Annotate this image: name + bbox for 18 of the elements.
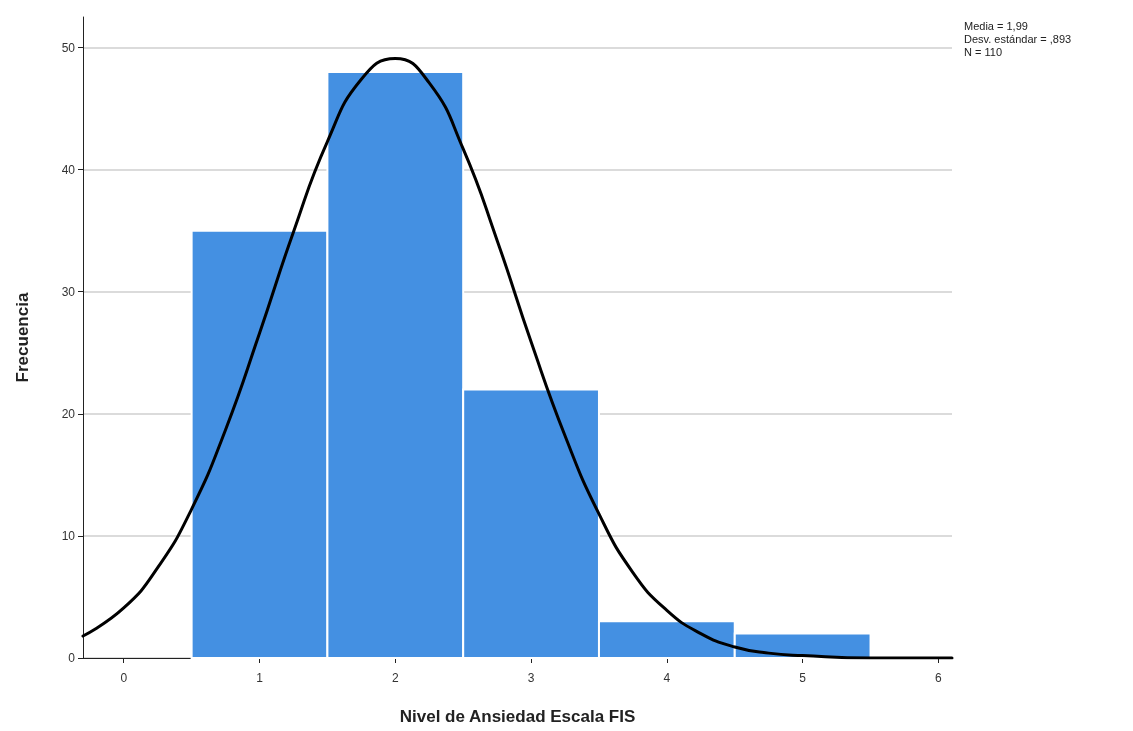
y-tick-label: 50 [61, 40, 76, 55]
x-tick-label: 0 [120, 671, 128, 685]
text: N = 110 [964, 45, 1003, 58]
x-tick-label: 1 [256, 671, 264, 685]
x-tick-label: 6 [935, 671, 943, 685]
y-tick-label: 0 [68, 651, 76, 665]
x-tick-label: 5 [799, 671, 807, 685]
y-tick-label: 10 [61, 528, 76, 543]
y-tick-label: 40 [61, 162, 76, 177]
text: Media = 1,99 [964, 19, 1028, 32]
y-tick-label: 30 [61, 284, 76, 299]
x-axis-title: Nivel de Ansiedad Escala FIS [399, 707, 636, 726]
y-axis-title: Frecuencia [13, 292, 32, 383]
x-tick-label: 4 [663, 671, 671, 685]
x-tick-label: 2 [391, 671, 399, 685]
text: Desv. estándar = ,893 [964, 32, 1072, 45]
x-tick-label: 3 [527, 671, 535, 685]
y-tick-label: 20 [61, 406, 76, 421]
